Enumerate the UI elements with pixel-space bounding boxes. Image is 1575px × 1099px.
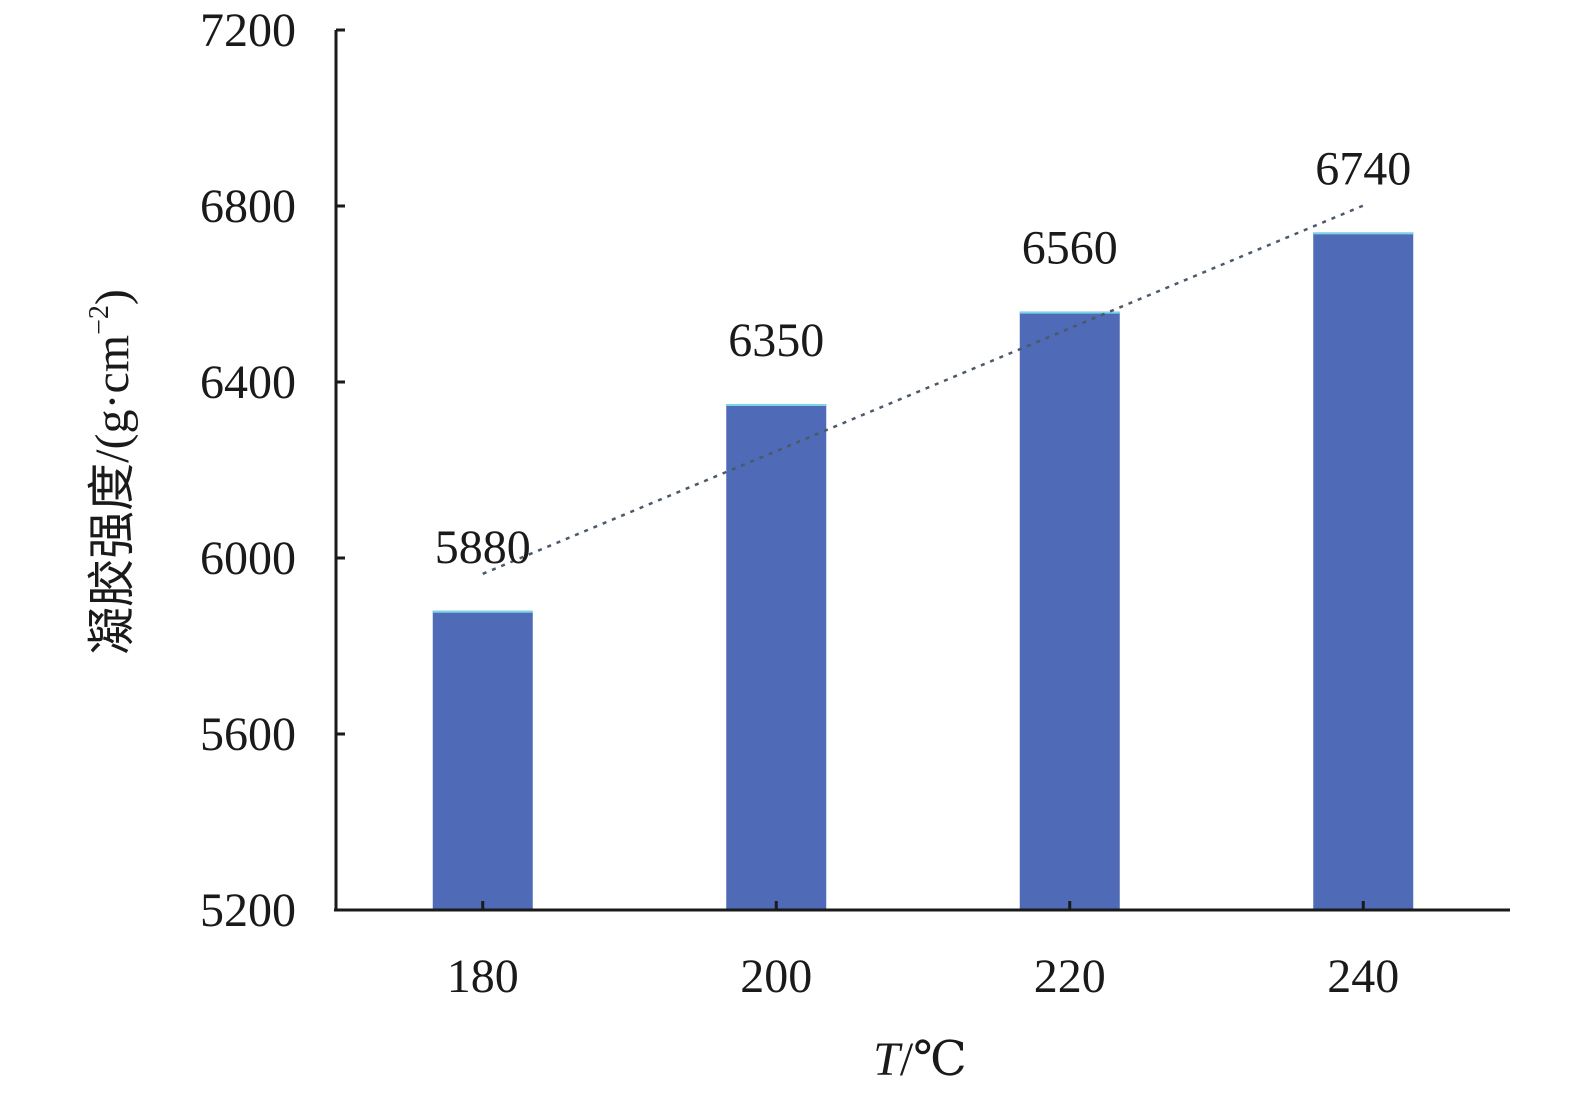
y-tick-label-6800: 6800 — [200, 180, 296, 233]
y-ticks-group: 5200 5600 6000 6400 6800 7200 — [200, 4, 345, 937]
y-axis-title-superscript: −2 — [84, 305, 115, 335]
bar-220 — [1019, 311, 1120, 911]
y-axis-title-close: ) — [86, 289, 139, 305]
trendline — [482, 204, 1364, 575]
x-tick-label-220: 220 — [1034, 950, 1106, 1003]
data-label-220: 6560 — [1022, 222, 1118, 275]
axes-group — [334, 30, 1510, 912]
y-tick-label-5200: 5200 — [200, 884, 296, 937]
bar-200 — [726, 404, 827, 910]
y-tick-label-6000: 6000 — [200, 532, 296, 585]
x-ticks-group: 180 200 220 240 — [447, 901, 1399, 1003]
x-tick-label-180: 180 — [447, 950, 519, 1003]
bars-group — [432, 232, 1414, 911]
data-label-200: 6350 — [728, 314, 824, 367]
y-tick-label-5600: 5600 — [200, 708, 296, 761]
bar-240 — [1313, 232, 1414, 910]
x-tick-label-240: 240 — [1327, 950, 1399, 1003]
x-axis-variable: T — [873, 1033, 903, 1086]
bar-180 — [432, 610, 533, 910]
data-label-240: 6740 — [1315, 142, 1411, 195]
y-axis-title: 凝胶强度/(g·cm−2) — [84, 289, 139, 655]
x-tick-label-200: 200 — [740, 950, 812, 1003]
x-axis-unit: /℃ — [900, 1033, 967, 1086]
y-tick-label-6400: 6400 — [200, 356, 296, 409]
y-tick-label-7200: 7200 — [200, 4, 296, 57]
data-labels-group: 5880 6350 6560 6740 — [435, 142, 1412, 573]
y-axis-title-text: 凝胶强度/(g·cm — [86, 335, 139, 655]
trendline-group — [482, 204, 1364, 575]
x-axis-title: T/℃ — [873, 1033, 967, 1086]
data-label-180: 5880 — [435, 521, 531, 574]
